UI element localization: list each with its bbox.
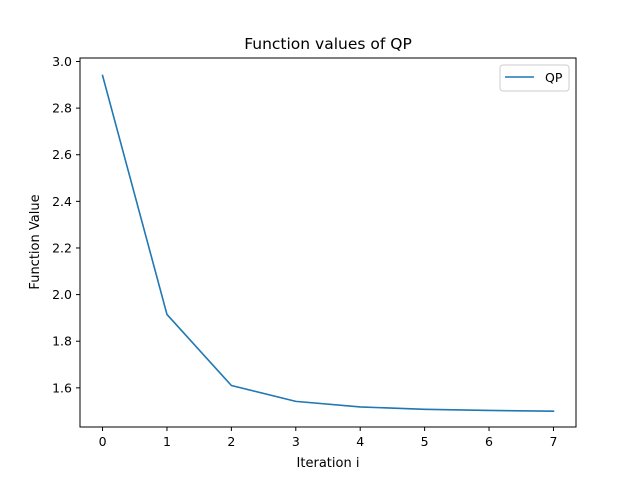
y-tick-label: 3.0 [52,54,72,69]
y-tick-label: 2.0 [52,287,72,302]
chart-title: Function values of QP [244,35,412,53]
x-tick-label: 2 [227,434,235,449]
y-tick-label: 2.8 [52,101,72,116]
y-tick-label: 1.6 [52,380,72,395]
x-tick-label: 7 [549,434,557,449]
y-tick-label: 1.8 [52,334,72,349]
y-tick-label: 2.4 [52,194,72,209]
x-tick-label: 5 [421,434,429,449]
x-tick-label: 6 [485,434,493,449]
plot-frame [79,57,577,428]
x-tick-label: 1 [163,434,171,449]
y-tick-label: 2.2 [52,240,72,255]
x-axis-label: Iteration i [297,456,360,471]
x-tick-label: 3 [292,434,300,449]
x-tick-label: 0 [99,434,107,449]
series-line-qp [101,74,555,412]
legend-box [499,64,570,92]
legend: QP [499,64,570,92]
legend-label-qp: QP [545,70,563,85]
x-tick-label: 4 [356,434,364,449]
y-tick-label: 2.6 [52,147,72,162]
y-axis-label: Function Value [28,194,43,289]
